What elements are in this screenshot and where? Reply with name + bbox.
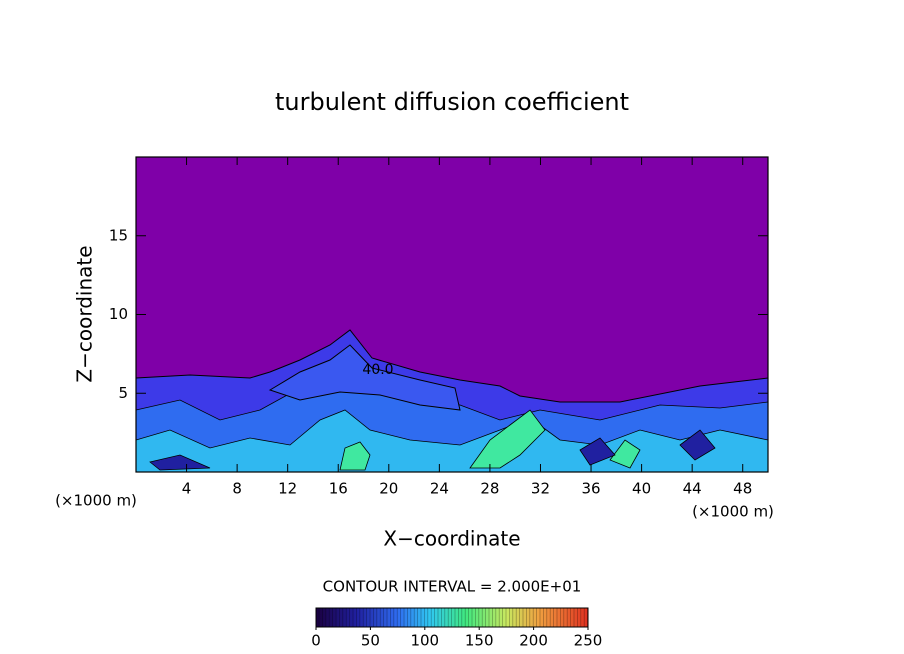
x-tick-label: 12 <box>278 480 297 498</box>
colorbar-stripes <box>318 608 588 627</box>
x-tick-label: 8 <box>232 480 242 498</box>
colorbar-tick-label: 0 <box>311 632 321 650</box>
x-tick-label: 16 <box>329 480 348 498</box>
y-tick-label: 15 <box>109 226 128 244</box>
x-tick-label: 36 <box>581 480 600 498</box>
x-unit-label: (×1000 m) <box>55 492 137 510</box>
x-tick-label: 44 <box>683 480 702 498</box>
x-tick-label: 28 <box>480 480 499 498</box>
colorbar-tick-label: 100 <box>410 632 439 650</box>
x-tick-label: 20 <box>379 480 398 498</box>
chart-title: turbulent diffusion coefficient <box>275 88 629 116</box>
y-tick-label: 10 <box>109 305 128 323</box>
contour-field <box>136 157 768 472</box>
y-tick-label: 5 <box>118 384 128 402</box>
x-axis-title: X−coordinate <box>383 527 520 551</box>
x-tick-label: 32 <box>531 480 550 498</box>
x-tick-label: 4 <box>182 480 192 498</box>
x-tick-label: 24 <box>430 480 449 498</box>
contour-interval: CONTOUR INTERVAL = 2.000E+01 <box>323 578 582 596</box>
x-unit-label: (×1000 m) <box>692 503 774 521</box>
colorbar <box>315 607 589 628</box>
colorbar-tick-label: 250 <box>574 632 603 650</box>
contour-label: 40.0 <box>362 362 393 378</box>
x-tick-label: 48 <box>733 480 752 498</box>
colorbar-tick-label: 150 <box>465 632 494 650</box>
colorbar-tick-label: 200 <box>519 632 548 650</box>
y-axis-title: Z−coordinate <box>73 245 97 382</box>
x-tick-label: 40 <box>632 480 651 498</box>
colorbar-tick-label: 50 <box>361 632 380 650</box>
